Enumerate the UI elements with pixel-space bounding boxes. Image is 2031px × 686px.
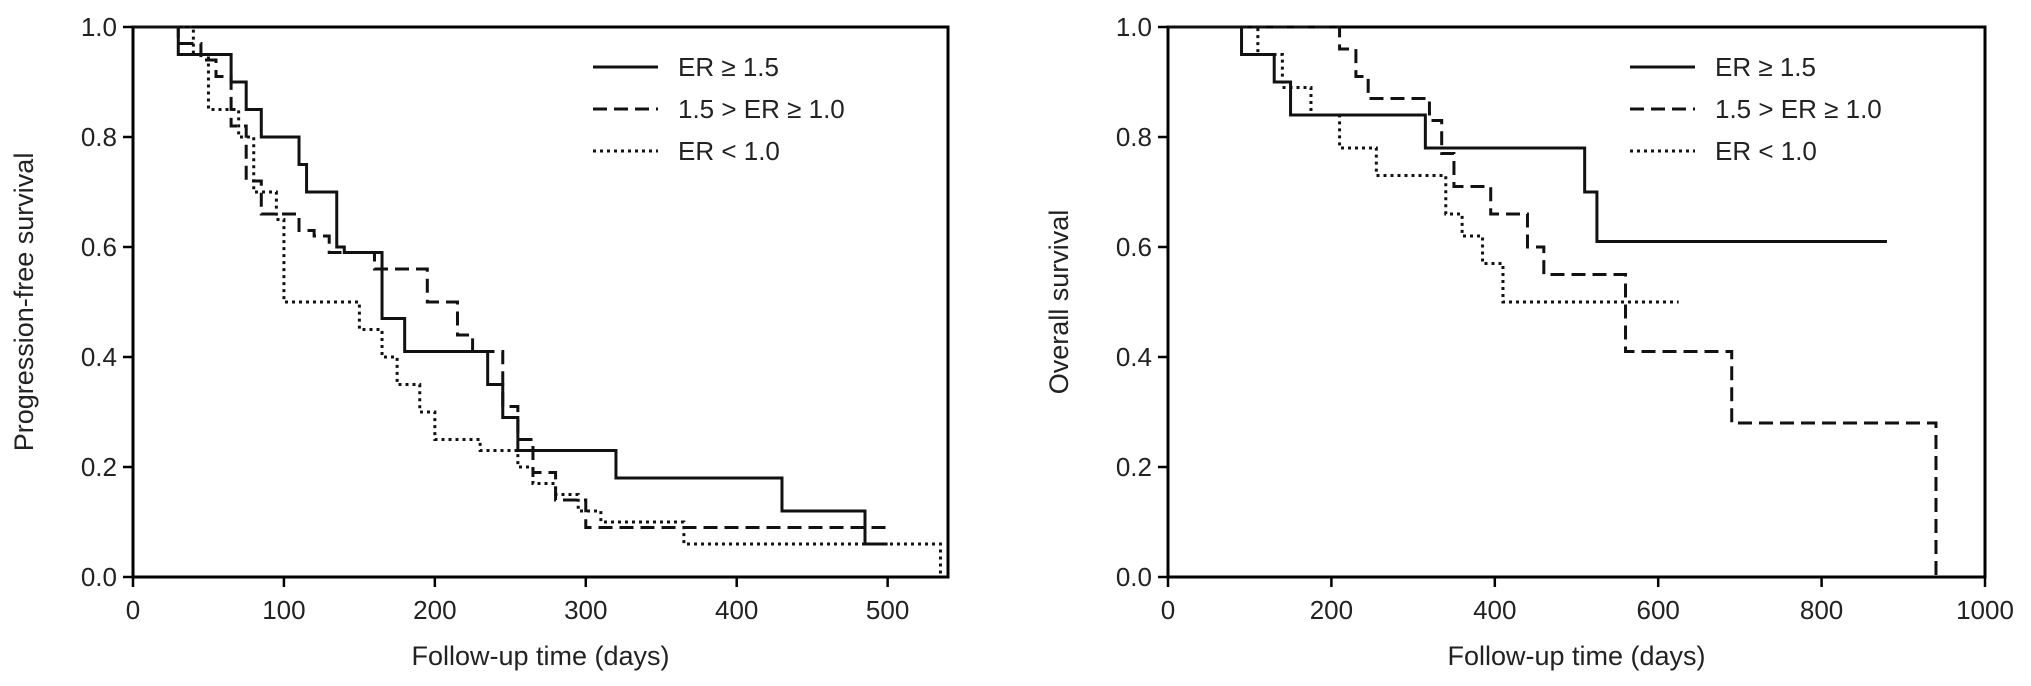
y-tick-label: 0.2	[81, 452, 117, 482]
series-line-dotted	[1168, 25, 1679, 304]
legend-label: ER ≥ 1.5	[1715, 52, 1816, 82]
plot-frame	[131, 25, 950, 579]
x-tick-label: 300	[564, 595, 607, 625]
y-tick-label: 1.0	[1116, 12, 1152, 42]
plot-frame	[1166, 25, 1987, 579]
series-line-dashed	[133, 25, 888, 529]
x-tick-label: 600	[1637, 595, 1680, 625]
y-tick-label: 0.0	[1116, 562, 1152, 592]
x-axis-title: Follow-up time (days)	[411, 641, 669, 671]
x-tick-label: 100	[262, 595, 305, 625]
legend-label: 1.5 > ER ≥ 1.0	[1715, 94, 1882, 124]
chart-panel-os: 0 200 400 600 800 1000 0.0 0.2 0.4 0.6 0.8 1.0 Follo…	[1044, 12, 2014, 671]
y-tick-label: 0.8	[1116, 122, 1152, 152]
x-tick-label: 400	[715, 595, 758, 625]
y-tick-label: 0.0	[81, 562, 117, 592]
x-tick-label: 1000	[1956, 595, 2014, 625]
legend-label: 1.5 > ER ≥ 1.0	[678, 94, 845, 124]
x-axis-title: Follow-up time (days)	[1447, 641, 1705, 671]
x-tick-label: 400	[1473, 595, 1516, 625]
y-tick-label: 0.4	[1116, 342, 1152, 372]
y-tick-label: 0.2	[1116, 452, 1152, 482]
y-tick-label: 1.0	[81, 12, 117, 42]
x-tick-label: 200	[1310, 595, 1353, 625]
x-tick-label: 500	[866, 595, 909, 625]
y-tick-label: 0.6	[1116, 232, 1152, 262]
series-line-dashed	[1168, 25, 1938, 577]
legend-label: ER ≥ 1.5	[678, 52, 779, 82]
y-tick-label: 0.8	[81, 122, 117, 152]
x-tick-label: 0	[126, 595, 140, 625]
legend-label: ER < 1.0	[678, 136, 780, 166]
chart-panel-pfs: 0 100 200 300 400 500 0.0 0.2 0.4 0.6 0.8 1.0 Follow…	[9, 12, 950, 671]
series-line-solid	[1168, 25, 1887, 243]
x-tick-label: 800	[1800, 595, 1843, 625]
series-line-solid	[133, 25, 888, 546]
legend-label: ER < 1.0	[1715, 136, 1817, 166]
y-axis-title: Progression-free survival	[9, 153, 39, 452]
x-tick-label: 200	[413, 595, 456, 625]
y-axis-title: Overall survival	[1044, 210, 1074, 395]
y-tick-label: 0.6	[81, 232, 117, 262]
y-tick-label: 0.4	[81, 342, 117, 372]
x-tick-label: 0	[1161, 595, 1175, 625]
